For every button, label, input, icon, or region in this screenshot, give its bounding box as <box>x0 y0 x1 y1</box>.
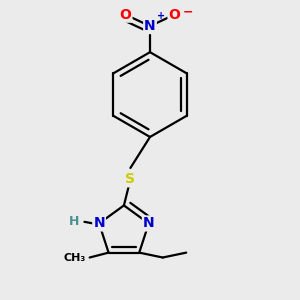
Text: +: + <box>157 11 165 21</box>
Text: N: N <box>144 19 156 33</box>
Text: H: H <box>69 215 80 228</box>
Text: N: N <box>143 217 154 230</box>
Text: N: N <box>93 217 105 230</box>
Text: −: − <box>183 6 193 19</box>
Text: CH₃: CH₃ <box>64 253 86 262</box>
Text: O: O <box>169 8 180 22</box>
Text: O: O <box>120 8 131 22</box>
Text: S: S <box>125 172 135 186</box>
